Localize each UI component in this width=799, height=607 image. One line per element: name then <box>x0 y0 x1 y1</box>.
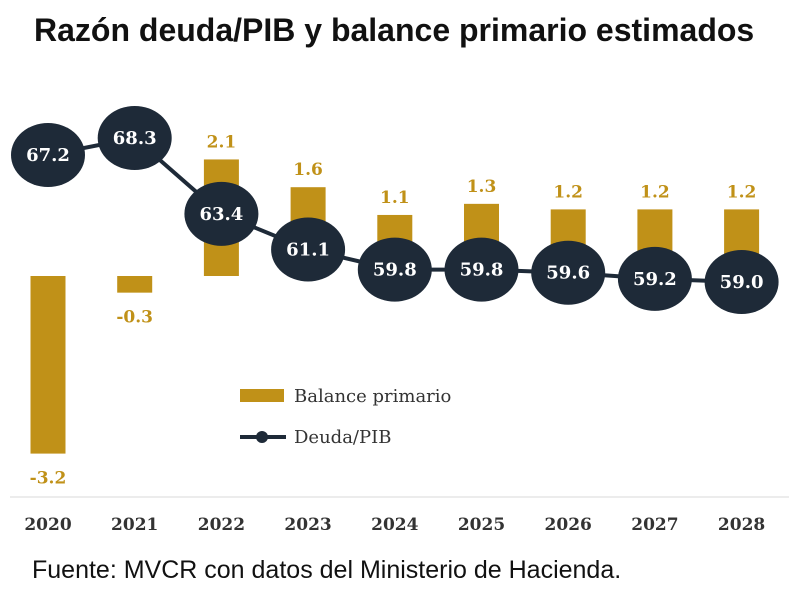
debt-label-2028: 59.0 <box>720 272 764 293</box>
bar-label-2021: -0.3 <box>116 308 153 328</box>
source-note: Fuente: MVCR con datos del Ministerio de… <box>32 556 622 584</box>
debt-marker-2023 <box>271 217 346 282</box>
debt-marker-2024 <box>357 237 432 302</box>
chart-title: Razón deuda/PIB y balance primario estim… <box>34 12 755 48</box>
debt-label-2022: 63.4 <box>199 204 243 225</box>
legend-label-balance: Balance primario <box>294 386 451 407</box>
x-tick-2021: 2021 <box>111 515 158 535</box>
x-tick-2023: 2023 <box>284 515 331 535</box>
x-tick-2024: 2024 <box>371 515 418 535</box>
debt-label-2026: 59.6 <box>546 263 590 284</box>
bar-label-2028: 1.2 <box>727 182 757 202</box>
debt-marker-2025 <box>444 237 519 302</box>
bar-label-2024: 1.1 <box>380 188 410 208</box>
bar-2021 <box>117 276 153 293</box>
x-tick-2025: 2025 <box>458 515 505 535</box>
x-tick-2026: 2026 <box>545 515 592 535</box>
debt-marker-2028 <box>704 250 779 314</box>
x-tick-2022: 2022 <box>198 515 245 535</box>
debt-label-2024: 59.8 <box>373 260 417 281</box>
bar-label-2027: 1.2 <box>640 182 670 202</box>
debt-label-2027: 59.2 <box>633 269 677 290</box>
x-tick-2020: 2020 <box>24 515 71 535</box>
legend: Balance primario Deuda/PIB <box>240 386 451 448</box>
debt-marker-2027 <box>617 246 692 311</box>
bar-label-2020: -3.2 <box>30 469 67 489</box>
debt-marker-2022 <box>184 181 259 246</box>
legend-marker-debt <box>256 431 268 443</box>
debt-marker-2021 <box>97 106 172 170</box>
debt-marker-2020 <box>11 123 85 188</box>
bar-2020 <box>30 276 66 454</box>
debt-label-2023: 61.1 <box>286 239 330 260</box>
legend-swatch-balance <box>240 389 284 402</box>
debt-label-2020: 67.2 <box>26 145 70 166</box>
legend-label-debt: Deuda/PIB <box>294 427 391 448</box>
bar-label-2022: 2.1 <box>207 132 237 152</box>
bar-label-2025: 1.3 <box>467 177 497 197</box>
bar-label-2023: 1.6 <box>293 160 323 180</box>
x-tick-2027: 2027 <box>631 515 678 535</box>
bar-label-2026: 1.2 <box>553 182 583 202</box>
debt-label-2021: 68.3 <box>113 128 157 149</box>
debt-label-2025: 59.8 <box>460 260 504 281</box>
debt-marker-2026 <box>531 240 606 305</box>
x-tick-2028: 2028 <box>718 515 765 535</box>
